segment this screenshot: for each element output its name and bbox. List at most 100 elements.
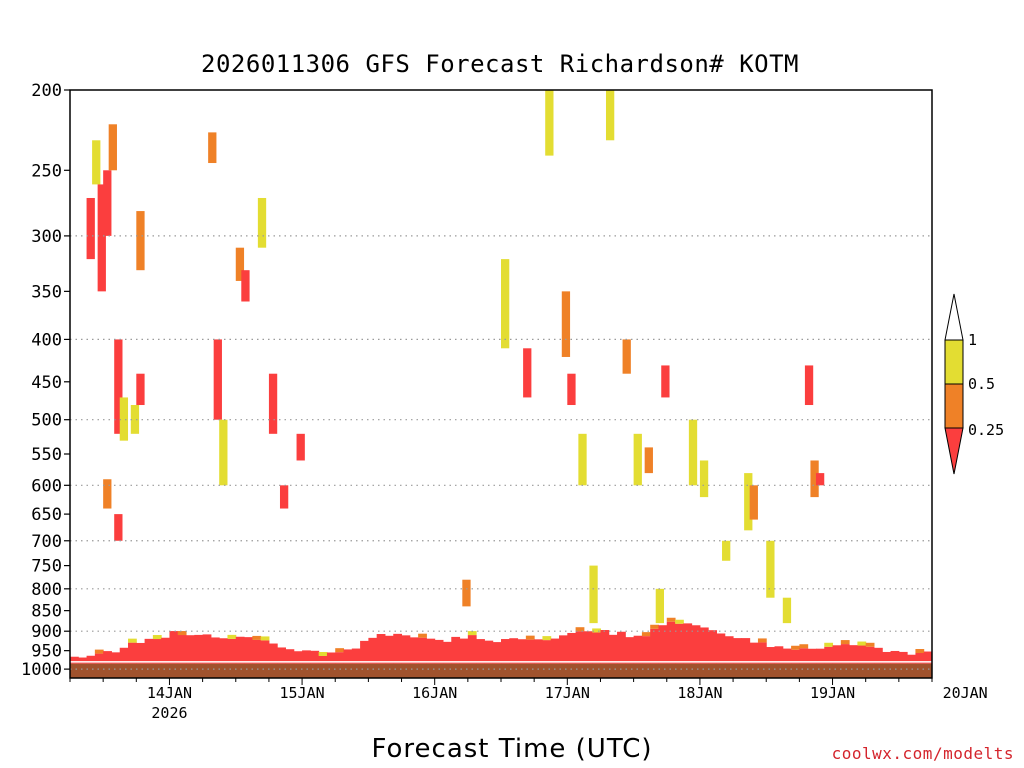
x-tick-label: 19JAN	[810, 684, 855, 702]
boundary-layer-edge	[857, 641, 867, 646]
boundary-layer-edge	[252, 635, 262, 640]
boundary-layer-cell	[832, 645, 842, 664]
richardson-cell	[235, 247, 245, 281]
boundary-layer-cell	[542, 640, 552, 664]
boundary-layer-edge	[128, 638, 137, 643]
boundary-layer-cell	[617, 631, 626, 664]
boundary-layer-edge	[757, 638, 767, 643]
boundary-layer-cell	[78, 657, 88, 664]
boundary-layer-cell	[244, 637, 253, 664]
richardson-cell	[766, 540, 775, 598]
boundary-layer-cell	[210, 637, 220, 664]
boundary-layer-cell	[384, 635, 394, 664]
boundary-layer-cell	[285, 649, 295, 664]
boundary-layer-cell	[625, 637, 635, 664]
plot-frame	[69, 89, 933, 679]
richardson-cell	[257, 197, 267, 248]
richardson-cell	[114, 514, 123, 541]
richardson-cell	[523, 348, 532, 398]
legend-arrow-bottom	[944, 427, 964, 475]
surface-line	[70, 661, 932, 663]
x-axis-label: Forecast Time (UTC)	[371, 734, 653, 764]
richardson-cell	[268, 373, 278, 434]
richardson-cell	[605, 90, 615, 141]
boundary-layer-edge	[824, 642, 834, 647]
y-tick-label: 750	[31, 557, 62, 577]
x-tick-label: 17JAN	[545, 684, 590, 702]
boundary-layer-cell	[268, 643, 278, 664]
boundary-layer-cell	[144, 638, 154, 664]
boundary-layer-cell	[749, 642, 759, 664]
boundary-layer-edge	[542, 636, 552, 641]
boundary-layer-cell	[807, 648, 817, 664]
boundary-layer-edge	[592, 628, 601, 633]
richardson-cell	[208, 132, 217, 164]
boundary-layer-cell	[633, 635, 643, 664]
richardson-cell	[103, 170, 112, 236]
boundary-layer-cell	[136, 642, 146, 664]
boundary-layer-cell	[326, 652, 336, 664]
y-tick-label: 600	[31, 476, 62, 496]
boundary-layer-cell	[791, 649, 800, 664]
boundary-layer-cell	[600, 630, 610, 664]
boundary-layer-cell	[70, 656, 79, 664]
x-tick-label: 14JAN	[147, 684, 192, 702]
boundary-layer-cell	[882, 651, 892, 664]
boundary-layer-cell	[782, 648, 792, 664]
boundary-layer-edge	[318, 651, 328, 656]
y-tick-label: 900	[31, 622, 62, 642]
boundary-layer-cell	[103, 651, 112, 664]
boundary-layer-edge	[666, 617, 676, 622]
richardson-cell	[633, 433, 642, 486]
boundary-layer-cell	[757, 642, 767, 664]
boundary-layer-cell	[857, 645, 867, 664]
boundary-layer-cell	[360, 640, 369, 664]
boundary-layer-cell	[550, 638, 560, 664]
boundary-layer-cell	[733, 638, 742, 664]
ground-layer	[70, 663, 932, 678]
grid-lines	[70, 235, 932, 670]
boundary-layer-cell	[890, 650, 900, 664]
boundary-layer-cell	[824, 646, 834, 664]
legend-label: 0.25	[968, 421, 1004, 439]
boundary-layer-cell	[260, 640, 270, 664]
boundary-layer-edge	[575, 627, 585, 632]
richardson-cell	[561, 291, 571, 357]
richardson-cell	[103, 479, 112, 509]
richardson-cell	[810, 460, 819, 498]
boundary-layer-edge	[675, 619, 684, 624]
richardson-cell	[136, 211, 145, 271]
boundary-layer-cell	[194, 634, 204, 664]
legend-label: 1	[968, 331, 977, 349]
boundary-layer-cell	[169, 631, 179, 664]
legend-swatch-yellow	[944, 339, 964, 385]
boundary-layer-edge	[227, 634, 237, 639]
boundary-layer-edge	[152, 635, 162, 640]
boundary-layer-cell	[177, 635, 187, 664]
boundary-layer-cell	[608, 634, 618, 664]
boundary-layer-cell	[111, 652, 121, 664]
boundary-layer-cell	[840, 644, 850, 664]
richardson-cell	[567, 373, 576, 406]
y-tick-label: 550	[31, 445, 62, 465]
boundary-layer-cell	[815, 648, 825, 664]
credit-link[interactable]: coolwx.com/modelts	[831, 744, 1014, 763]
richardson-cell	[578, 433, 587, 486]
boundary-layer-cell	[766, 647, 776, 664]
boundary-layer-cell	[302, 650, 311, 664]
boundary-layer-cell	[492, 642, 502, 664]
boundary-layer-cell	[774, 646, 784, 664]
richardson-cell	[97, 184, 106, 292]
richardson-cell	[92, 140, 101, 185]
richardson-cell	[279, 485, 289, 509]
y-tick-label: 700	[31, 532, 62, 552]
y-tick-label: 1000	[21, 660, 62, 680]
richardson-cell	[86, 197, 95, 260]
boundary-layer-cell	[650, 628, 659, 664]
boundary-layer-edge	[865, 642, 875, 647]
richardson-cell	[644, 447, 653, 474]
boundary-layer-cell	[409, 637, 419, 664]
boundary-layer-edge	[260, 636, 270, 641]
boundary-layer-cell	[227, 638, 237, 664]
richardson-cell	[219, 419, 228, 486]
